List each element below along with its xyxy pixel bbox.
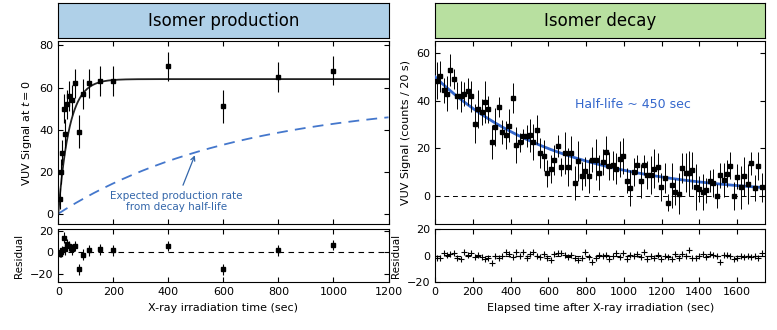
- X-axis label: X-ray irradiation time (sec): X-ray irradiation time (sec): [148, 303, 298, 313]
- Text: Half-life ~ 450 sec: Half-life ~ 450 sec: [575, 98, 691, 111]
- Y-axis label: Residual: Residual: [14, 234, 24, 278]
- Y-axis label: VUV Signal (counts / 20 s): VUV Signal (counts / 20 s): [401, 60, 410, 205]
- X-axis label: Elapsed time after X-ray irradiation (sec): Elapsed time after X-ray irradiation (se…: [486, 303, 714, 313]
- Y-axis label: VUV Signal at $t = 0$: VUV Signal at $t = 0$: [19, 80, 33, 185]
- Y-axis label: Residual: Residual: [391, 234, 401, 278]
- Text: Isomer production: Isomer production: [148, 12, 299, 30]
- Text: Isomer decay: Isomer decay: [544, 12, 657, 30]
- Text: Expected production rate
from decay half-life: Expected production rate from decay half…: [110, 156, 243, 212]
